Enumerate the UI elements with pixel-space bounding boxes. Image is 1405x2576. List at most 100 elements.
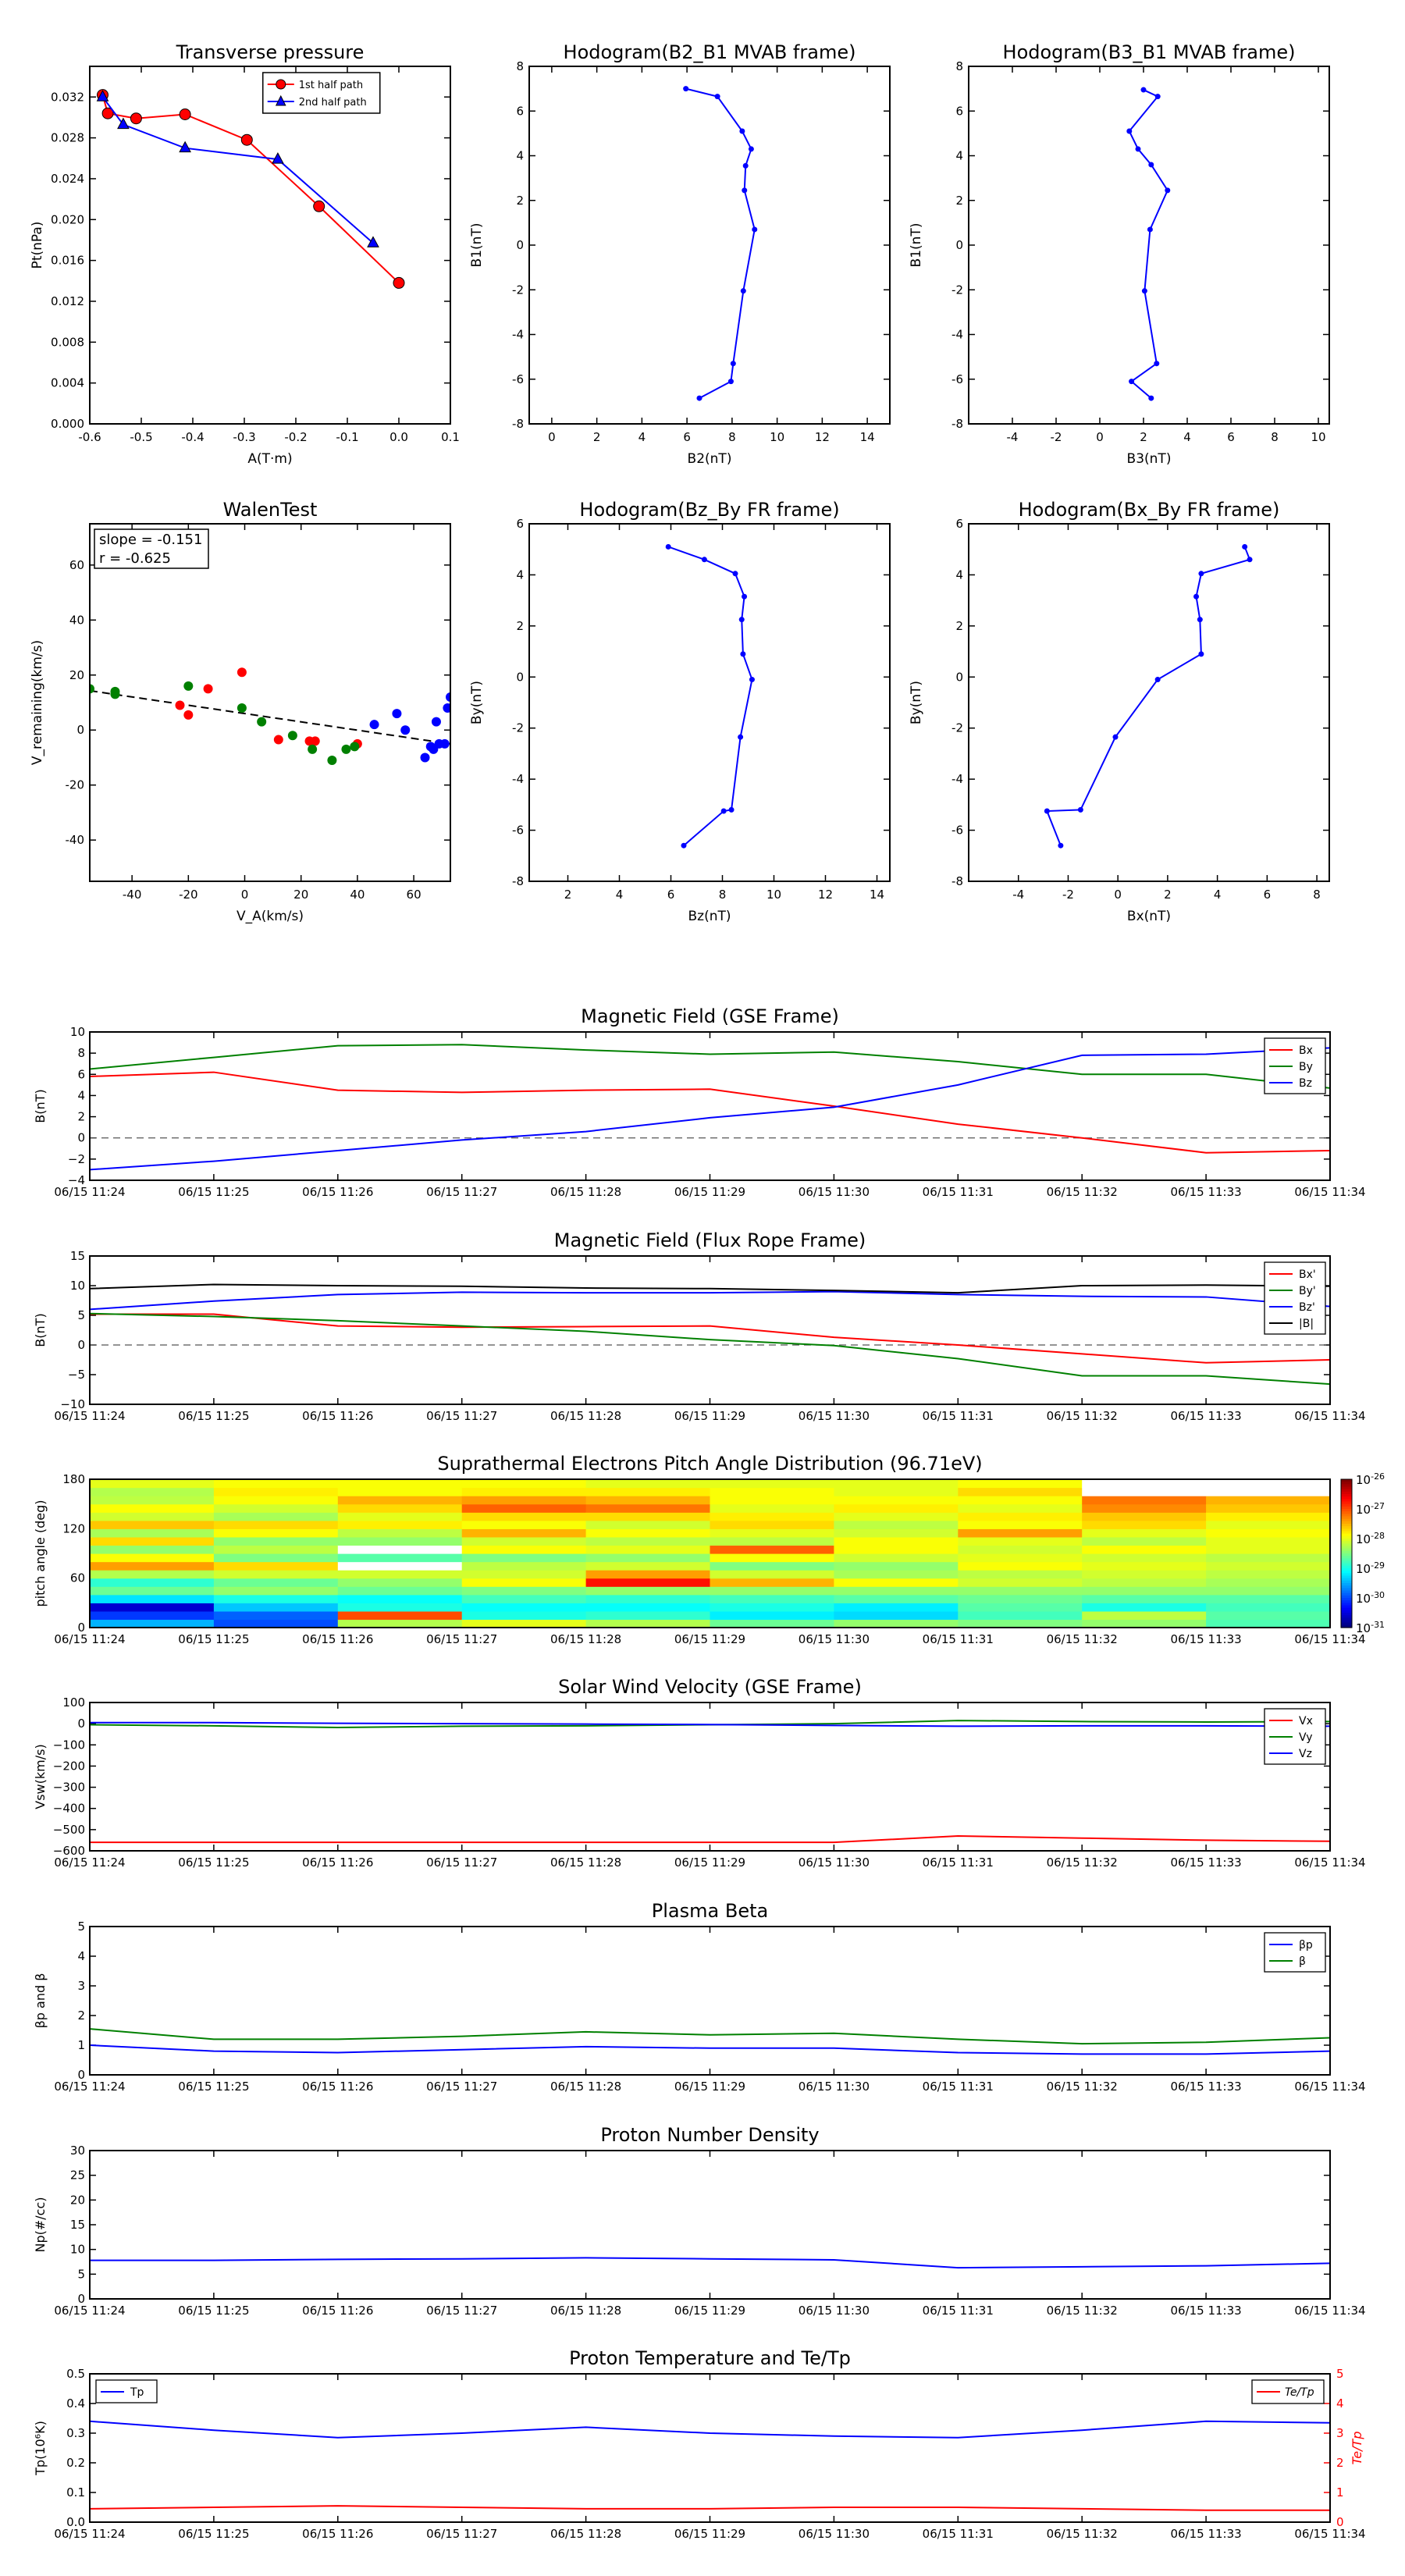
scatter-point — [287, 731, 297, 741]
colorbar-tick-label: 10-26 — [1356, 1471, 1385, 1487]
heatmap-cell — [1082, 1603, 1207, 1612]
chart-h2: Hodogram(B3_B1 MVAB frame) -4 -2 0 2 4 6 8 10 -8 -… — [909, 41, 1330, 467]
heatmap-cell — [710, 1536, 834, 1546]
y-tick-label: 3 — [77, 1979, 85, 1993]
y-tick-label: 0.020 — [51, 212, 84, 226]
heatmap-cell — [1206, 1586, 1330, 1596]
x-tick-label: 4 — [1214, 888, 1222, 902]
heatmap-cell — [90, 1578, 215, 1587]
x-tick-label: 06/15 11:30 — [799, 2080, 870, 2094]
x-tick-label: -2 — [1051, 430, 1062, 444]
x-tick-label: 8 — [1271, 430, 1279, 444]
y-tick-label: 40 — [69, 613, 84, 627]
x-tick-label: 06/15 11:32 — [1047, 1632, 1118, 1646]
x-tick-label: 06/15 11:33 — [1170, 1409, 1241, 1423]
data-point — [665, 543, 671, 550]
heatmap-cell — [461, 1586, 587, 1596]
heatmap-cell — [90, 1553, 215, 1563]
series-line — [90, 2028, 1330, 2045]
heatmap-cell — [461, 1610, 587, 1621]
data-point — [179, 141, 191, 153]
heatmap-cell — [1082, 1503, 1207, 1513]
heatmap-cell — [710, 1561, 834, 1571]
x-tick-label: 12 — [815, 430, 830, 444]
heatmap-cell — [958, 1586, 1083, 1596]
x-tick-label: 06/15 11:27 — [426, 2080, 497, 2094]
heatmap-cell — [1206, 1545, 1330, 1554]
x-tick-label: 06/15 11:34 — [1294, 1856, 1365, 1870]
heatmap-cell — [337, 1487, 463, 1496]
colorbar-segment — [1341, 1560, 1352, 1564]
x-tick-label: 06/15 11:32 — [1047, 1185, 1118, 1199]
plot-frame — [528, 523, 891, 882]
y-tick-label: −100 — [53, 1738, 85, 1752]
data-point — [1058, 842, 1064, 849]
data-point — [730, 361, 736, 367]
colorbar-segment — [1341, 1541, 1352, 1544]
colorbar-segment — [1341, 1543, 1352, 1547]
data-point — [1148, 162, 1154, 168]
heatmap-cell — [1206, 1553, 1330, 1563]
scatter-point — [273, 735, 283, 745]
heatmap-cell — [213, 1496, 339, 1505]
heatmap-cell — [834, 1496, 959, 1505]
heatmap-cell — [337, 1570, 463, 1579]
x-tick-label: 0 — [1114, 888, 1122, 902]
y-tick-label: 180 — [62, 1472, 85, 1486]
y-axis-label: By(nT) — [469, 681, 485, 724]
heatmap-cell — [958, 1479, 1083, 1489]
y-tick-label: -6 — [951, 372, 963, 386]
legend: Vx Vy Vz — [1264, 1708, 1326, 1765]
y-tick-label: 0.012 — [51, 294, 84, 308]
colorbar-segment — [1341, 1491, 1352, 1495]
x-tick-label: 06/15 11:29 — [674, 1185, 745, 1199]
y-tick-label: -4 — [512, 328, 524, 342]
y-tick-label: 120 — [62, 1521, 85, 1535]
heatmap-cell — [213, 1610, 339, 1621]
y-tick-label: 0.4 — [66, 2396, 85, 2411]
heatmap-cell — [461, 1496, 587, 1505]
y-tick-label: −300 — [53, 1781, 85, 1795]
colorbar-tick-label: 10-31 — [1356, 1620, 1385, 1635]
heatmap-cell — [337, 1520, 463, 1529]
colorbar-segment — [1341, 1514, 1352, 1517]
chart-beta: Plasma Beta 06/15 11:24 06/15 11:25 06/15 1… — [33, 1900, 1366, 2094]
heatmap-cell — [1206, 1487, 1330, 1496]
heatmap-cell — [834, 1594, 959, 1603]
y-tick-label: 2 — [955, 619, 963, 633]
heatmap-cell — [958, 1619, 1083, 1628]
plot-area — [90, 1283, 1330, 1386]
x-tick-label: -0.1 — [336, 430, 358, 444]
x-tick-label: 8 — [728, 430, 736, 444]
scatter-point — [443, 703, 450, 713]
colorbar-segment — [1341, 1558, 1352, 1562]
scatter-point — [183, 681, 194, 691]
x-tick-label: 06/15 11:29 — [674, 1632, 745, 1646]
data-point — [179, 109, 191, 121]
colorbar-segment — [1341, 1526, 1352, 1529]
legend-label: β — [1299, 1955, 1306, 1968]
colorbar-segment — [1341, 1509, 1352, 1512]
annotation-frame — [94, 528, 209, 569]
plot-area — [90, 667, 450, 765]
y-tick-label: 0.3 — [66, 2426, 85, 2440]
heatmap-cell — [213, 1603, 339, 1612]
y-tick-label: 4 — [77, 1949, 85, 1963]
heatmap-cell — [1206, 1594, 1330, 1603]
x-tick-label: -4 — [1012, 888, 1024, 902]
x-tick-label: 06/15 11:24 — [54, 2304, 125, 2318]
x-tick-label: 06/15 11:34 — [1294, 1409, 1365, 1423]
plot-area — [1126, 87, 1171, 401]
heatmap-cell — [461, 1536, 587, 1546]
data-point — [1193, 593, 1200, 600]
heatmap-cell — [585, 1520, 711, 1529]
heatmap-cell — [90, 1487, 215, 1496]
heatmap-cell — [958, 1545, 1083, 1554]
heatmap-cell — [710, 1594, 834, 1603]
scatter-point — [341, 744, 351, 754]
colorbar-segment — [1341, 1590, 1352, 1594]
heatmap-cell — [461, 1512, 587, 1521]
legend: Tp Te/Tp — [95, 2379, 1325, 2404]
colorbar-segment — [1341, 1501, 1352, 1505]
annotation-slope: slope = -0.151 — [99, 532, 202, 548]
